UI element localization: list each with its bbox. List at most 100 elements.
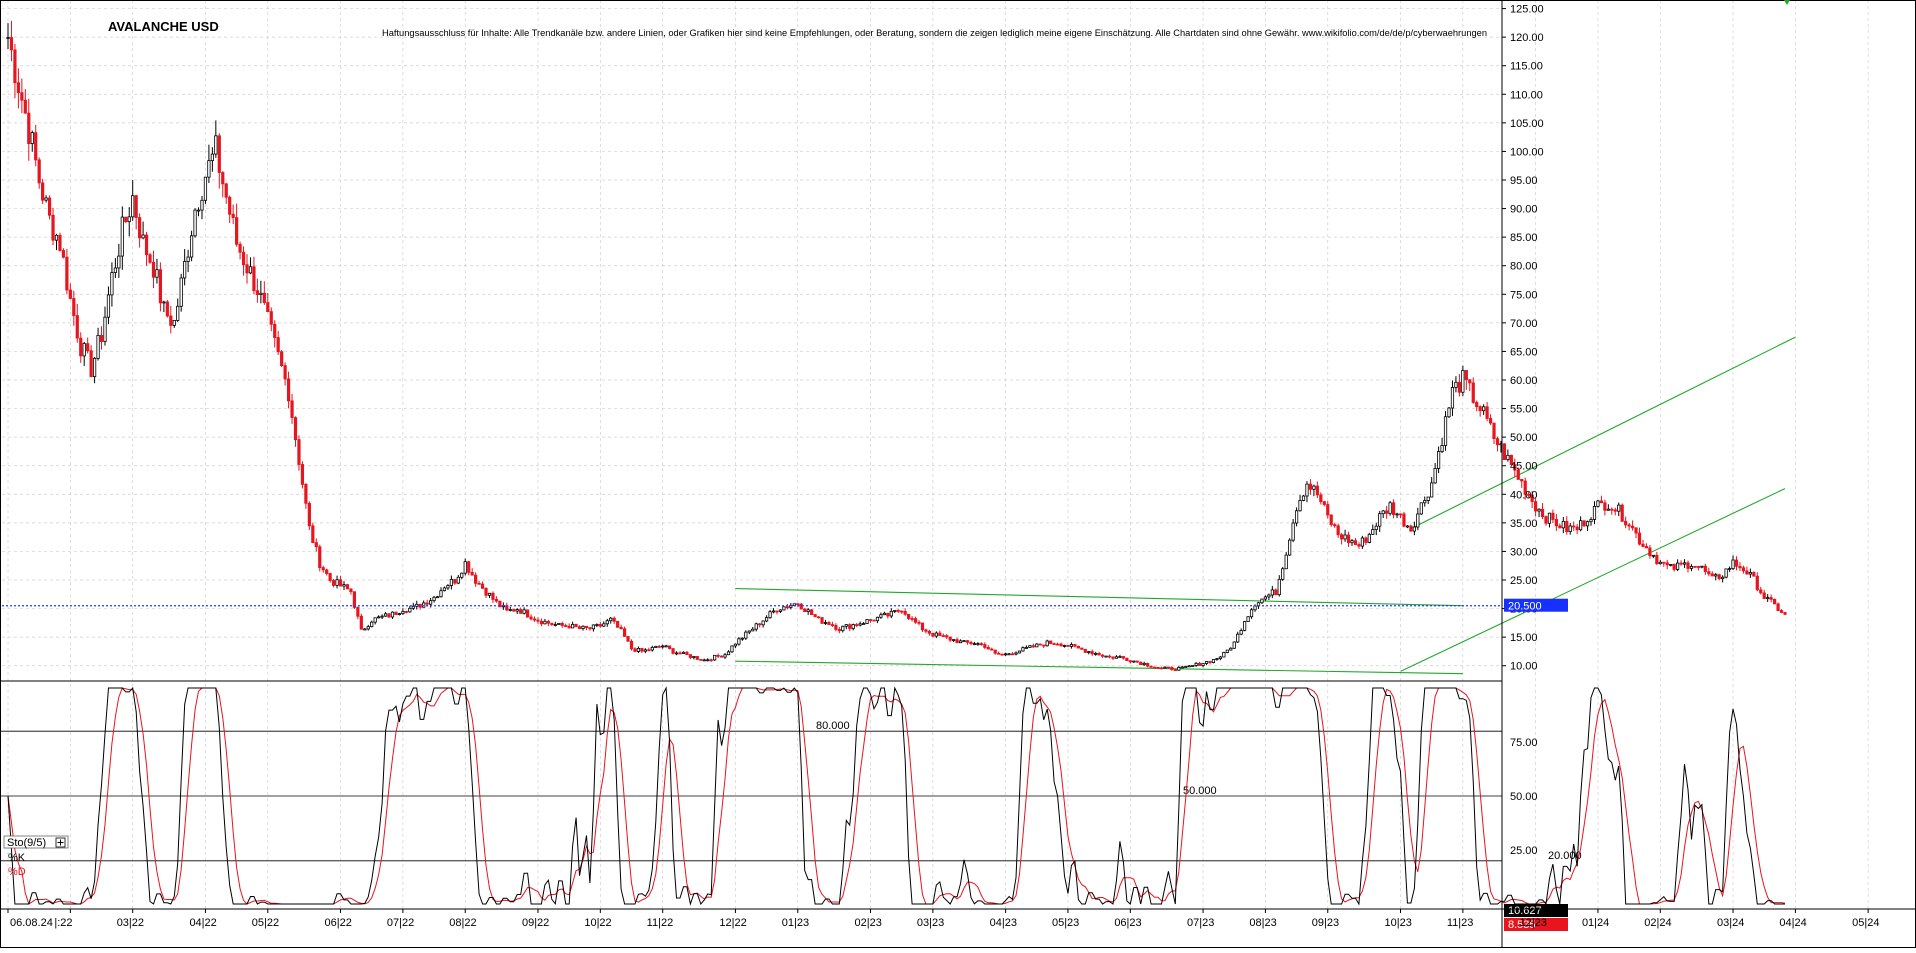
candle-body (768, 611, 772, 619)
candle-body (96, 335, 100, 359)
candle-body (335, 579, 339, 586)
expand-icon[interactable] (55, 837, 66, 848)
candle-body (955, 639, 959, 644)
candle-body (349, 588, 353, 593)
candle-body (1166, 666, 1171, 669)
candle-body (221, 172, 225, 185)
candle-body (283, 365, 287, 380)
candle-body (494, 599, 499, 602)
candle-body (203, 176, 208, 201)
candle-body (1007, 653, 1011, 656)
candle-body (1773, 598, 1777, 605)
candle-body (1755, 575, 1759, 591)
candle-body (719, 655, 724, 658)
y-tick-label: 115.00 (1510, 61, 1543, 73)
candle-body (1398, 513, 1403, 516)
candle-body (1783, 612, 1787, 615)
candle-body (127, 216, 131, 223)
candle-body (872, 619, 876, 622)
candle-body (1544, 516, 1548, 524)
candle-body (144, 234, 149, 256)
candle-body (536, 619, 540, 622)
y-tick-label: 125.00 (1510, 4, 1544, 16)
candle-body (616, 620, 620, 628)
candle-body (1572, 525, 1576, 528)
x-tick-label: 12|22 (719, 917, 746, 929)
candle-body (525, 609, 530, 618)
candle-body (529, 616, 533, 620)
candle-body (519, 609, 523, 614)
candle-body (1482, 406, 1486, 412)
candle-body (1703, 565, 1707, 573)
candle-body (1187, 665, 1191, 668)
candle-body (1125, 657, 1129, 662)
y-tick-label: 85.00 (1510, 232, 1538, 244)
candle-body (868, 619, 873, 621)
candle-body (858, 623, 862, 626)
candle-body (141, 234, 145, 239)
candle-body (1052, 643, 1056, 646)
candle-body (259, 292, 263, 295)
candle-body (13, 49, 17, 84)
candle-body (332, 580, 336, 586)
candle-body (1440, 445, 1444, 452)
candle-body (765, 617, 769, 622)
candle-body (1651, 554, 1655, 557)
candle-body (1540, 508, 1545, 518)
candle-body (65, 256, 69, 291)
candle-body (1315, 485, 1319, 496)
candle-body (463, 561, 467, 574)
candle-body (1696, 566, 1701, 568)
candle-body (290, 400, 294, 418)
candle-body (1395, 513, 1399, 516)
candle-body (1031, 645, 1035, 648)
candle-body (1686, 562, 1690, 569)
candle-body (404, 611, 408, 613)
candle-body (1613, 509, 1617, 512)
candle-body (1644, 546, 1649, 549)
candle-body (1215, 658, 1219, 660)
candle-body (650, 647, 654, 651)
candle-body (498, 600, 502, 608)
candle-body (1714, 574, 1718, 577)
candle-body (453, 579, 457, 584)
candle-body (1353, 540, 1358, 545)
candle-body (1159, 667, 1164, 670)
y-tick-label: 30.00 (1510, 546, 1538, 558)
candle-body (16, 82, 20, 94)
candle-body (626, 636, 630, 642)
candle-body (1173, 669, 1177, 672)
x-tick-label: 03|23 (917, 917, 944, 929)
candle-body (1049, 640, 1053, 645)
candle-body (744, 631, 748, 639)
candle-body (1537, 508, 1541, 512)
candle-body (1741, 567, 1746, 572)
marker-icon (1784, 0, 1790, 5)
candle-body (1090, 651, 1094, 655)
candle-body (47, 197, 52, 216)
candle-body (726, 651, 731, 656)
candle-body (356, 607, 360, 617)
candle-body (58, 234, 62, 251)
candle-body (941, 635, 945, 637)
candle-body (1776, 603, 1780, 611)
candle-body (1364, 537, 1368, 543)
candle-body (345, 584, 350, 590)
candle-body (138, 217, 142, 239)
candle-body (304, 483, 308, 504)
candle-body (189, 235, 194, 258)
candle-body (1076, 645, 1080, 649)
candle-body (1322, 501, 1326, 505)
trendline-layer (735, 336, 1796, 675)
y-tick-label: 15.00 (1510, 632, 1538, 644)
candle-body (1485, 406, 1489, 419)
candle-body (1371, 529, 1375, 535)
candle-body (761, 620, 765, 626)
candle-body (131, 195, 135, 218)
candle-body (508, 609, 512, 611)
candle-body (550, 622, 554, 625)
candle-body (408, 607, 412, 613)
candle-body (1146, 662, 1150, 667)
candle-body (1281, 568, 1285, 580)
candle-body (1769, 597, 1773, 600)
